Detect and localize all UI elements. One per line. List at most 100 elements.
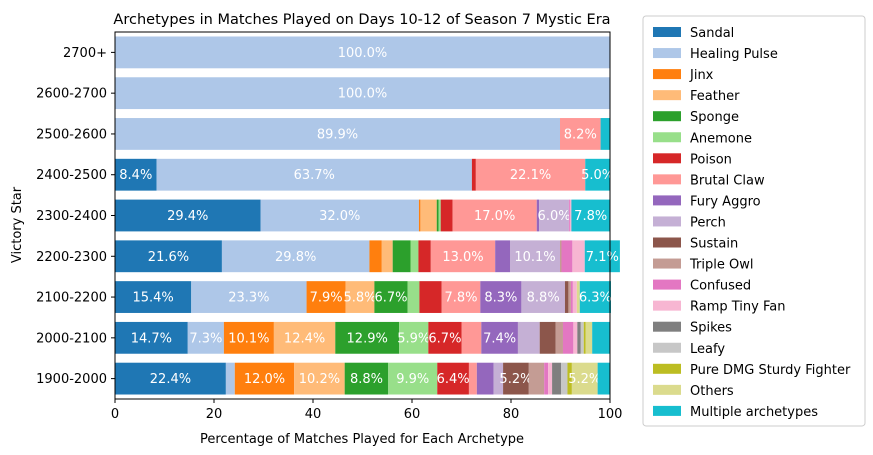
bar-segment: [374, 281, 408, 313]
legend-label: Sandal: [690, 26, 734, 41]
bar-segment: [571, 362, 598, 395]
bar-segment: [156, 158, 472, 191]
y-tick-label: 1900-2000: [36, 372, 107, 387]
bar-segment: [419, 281, 442, 313]
bar-segment: [480, 281, 522, 313]
data-label: 7.4%: [483, 331, 516, 346]
data-label: 5.2%: [499, 372, 532, 387]
data-label: 23.3%: [228, 291, 269, 306]
data-label: 6.3%: [579, 291, 612, 306]
legend-swatch: [653, 321, 681, 332]
bar-segment: [418, 240, 431, 273]
plot-frame: [114, 31, 611, 400]
data-label: 21.6%: [148, 250, 189, 265]
legend-label: Brutal Claw: [690, 173, 765, 188]
bar-segment: [115, 281, 192, 313]
bar-segment: [567, 362, 572, 395]
legend-swatch: [653, 132, 681, 143]
legend-label: Fury Aggro: [690, 194, 761, 209]
axes-layer: 2700+ 2600-2700 2500-2600 2400-2500 2300-240…: [36, 31, 622, 422]
y-tick-label: 2000-2100: [36, 331, 107, 346]
bar-segment: [399, 321, 429, 354]
legend-swatch: [653, 174, 681, 185]
bar-segment: [234, 362, 295, 395]
legend-label: Anemone: [690, 131, 752, 146]
bar-layer: 100.0% 100.0% 89.9% 8.2% 8.4% 63.7% 22.1% 5.0% 2…: [115, 36, 620, 395]
bar-segment: [495, 240, 511, 273]
x-tick-label: 40: [305, 407, 322, 422]
legend-label: Sustain: [690, 237, 738, 252]
data-label: 22.1%: [510, 168, 551, 183]
legend-swatch: [653, 384, 681, 395]
bar-segment: [583, 321, 586, 354]
bar-segment: [115, 240, 222, 273]
data-label: 12.0%: [244, 372, 285, 387]
legend: Sandal Healing Pulse Jinx Feather Sponge Anem…: [642, 15, 866, 427]
data-label: 22.4%: [150, 372, 191, 387]
bar-segment: [585, 158, 610, 191]
bar-segment: [437, 362, 469, 395]
bar-segment: [369, 240, 382, 273]
data-label: 6.0%: [538, 209, 571, 224]
bar-segment: [584, 240, 620, 273]
legend-label: Jinx: [689, 68, 714, 83]
legend-label: Perch: [690, 215, 726, 230]
bar-segment: [539, 199, 569, 232]
y-tick-label: 2400-2500: [36, 168, 107, 183]
bar-segment: [407, 281, 420, 313]
x-tick-label: 80: [503, 407, 520, 422]
bar-segment: [475, 158, 586, 191]
bar-segment: [570, 281, 573, 313]
bar-segment: [452, 199, 537, 232]
bar-segment: [115, 77, 610, 110]
legend-label: Confused: [690, 279, 751, 294]
bar-segment: [461, 321, 482, 354]
bar-segment: [468, 362, 477, 395]
legend-swatch: [653, 111, 681, 122]
bar-segment: [552, 362, 561, 395]
y-tick-label: 2300-2400: [36, 209, 107, 224]
bar-segment: [562, 321, 574, 354]
y-tick-label: 2100-2200: [36, 291, 107, 306]
bar-segment: [381, 240, 393, 273]
bar-segment: [544, 362, 549, 395]
bar-segment: [493, 362, 504, 395]
bar-segment: [345, 281, 375, 313]
data-label: 100.0%: [338, 46, 388, 61]
legend-swatch: [653, 279, 681, 290]
data-label: 8.3%: [484, 291, 517, 306]
bar-segment: [440, 199, 453, 232]
chart-title: Archetypes in Matches Played on Days 10-…: [113, 12, 610, 28]
y-tick-label: 2700+: [63, 46, 107, 61]
bar-segment: [410, 240, 419, 273]
data-label: 8.2%: [564, 127, 597, 142]
bar-segment: [481, 321, 518, 354]
bar-segment: [418, 199, 421, 232]
legend-swatch: [653, 300, 681, 311]
bar-segment: [539, 321, 556, 354]
legend-label: Pure DMG Sturdy Fighter: [690, 363, 851, 378]
x-tick-label: 20: [206, 407, 223, 422]
bar-segment: [579, 281, 611, 313]
data-label: 29.4%: [167, 209, 208, 224]
data-label: 10.1%: [228, 331, 269, 346]
legend-label: Others: [690, 384, 734, 399]
bar-segment: [568, 281, 571, 313]
bar-segment: [597, 362, 610, 395]
bar-segment: [560, 118, 601, 150]
legend-swatch: [653, 363, 681, 374]
bar-segment: [273, 321, 336, 354]
bar-segment: [441, 281, 481, 313]
legend-label: Triple Owl: [689, 258, 753, 273]
data-label: 6.4%: [437, 372, 470, 387]
legend-swatch: [653, 27, 681, 37]
data-label: 10.1%: [514, 250, 555, 265]
bar-segment: [115, 36, 610, 69]
bar-segment: [572, 240, 585, 273]
bar-segment: [115, 362, 226, 395]
bar-segment: [438, 199, 441, 232]
data-label: 7.9%: [310, 291, 343, 306]
bar-segment: [221, 240, 370, 273]
data-label: 15.4%: [132, 291, 173, 306]
legend-swatch: [653, 90, 681, 101]
